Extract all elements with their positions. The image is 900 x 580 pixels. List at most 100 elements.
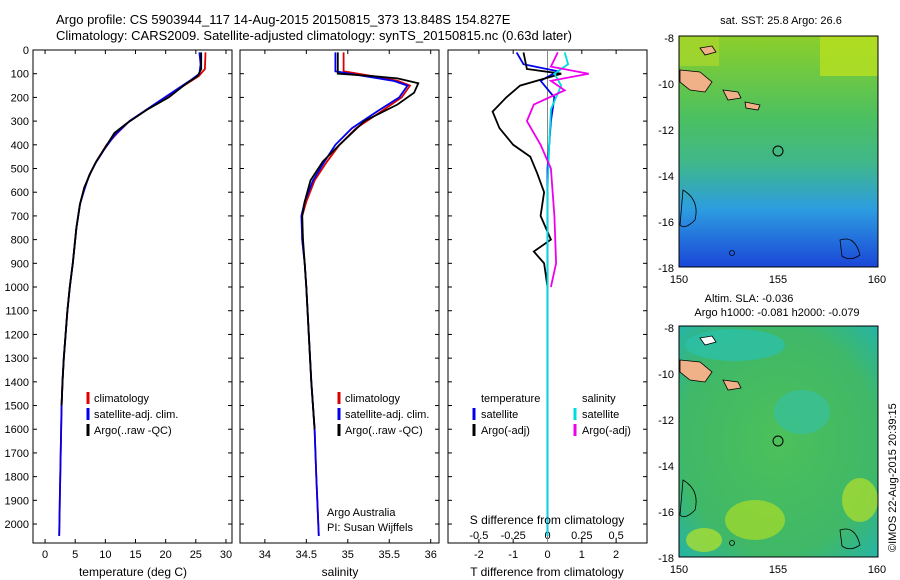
difference-legend: temperature satellite Argo(-adj) salinit…: [472, 393, 631, 437]
series-line-satellite-adj-clim-: [58, 52, 202, 536]
y-tick-label: 1800: [5, 472, 29, 484]
y-tick-label: 1500: [5, 401, 29, 413]
legend-t-satellite: satellite: [481, 409, 518, 421]
y-tick-label: 600: [11, 187, 29, 199]
y-tick-label: 1200: [5, 329, 29, 341]
salinity-panel-frame: [239, 49, 440, 544]
y-tick-label: 2000: [5, 519, 29, 531]
y-tick-label: 300: [11, 116, 29, 128]
legend-salinity-head: salinity: [582, 393, 616, 405]
y-tick-label: 1300: [5, 353, 29, 365]
map-x-tick-label: 155: [769, 274, 787, 286]
y-tick-label: 1000: [5, 282, 29, 294]
map-y-tick-label: -10: [658, 79, 674, 91]
map-y-tick-label: -18: [658, 263, 674, 275]
sla-map: [678, 325, 879, 558]
y-tick-label: 1700: [5, 448, 29, 460]
salinity-axis-label: salinity: [322, 565, 359, 579]
sla-map-title-line1: Altim. SLA: -0.036: [705, 293, 794, 305]
chart-title-line1: Argo profile: CS 5903944_117 14-Aug-2015…: [56, 12, 511, 27]
x2-tick-label: -0.25: [501, 530, 526, 542]
map-y-tick-label: -18: [658, 553, 674, 565]
group-note: Argo Australia: [327, 507, 396, 519]
x2-tick-label: -0.5: [469, 530, 488, 542]
credit-text: ©IMOS 22-Aug-2015 20:39:15: [887, 403, 899, 552]
series-line-s-argo-adj-: [525, 52, 589, 288]
y-tick-label: 100: [11, 69, 29, 81]
y-tick-label: 800: [11, 235, 29, 247]
x-tick-label: 34.5: [296, 549, 317, 561]
sla-map-title-line2: Argo h1000: -0.081 h2000: -0.079: [694, 307, 859, 319]
legend-temperature-head: temperature: [481, 393, 540, 405]
temperature-axis-label: temperature (deg C): [79, 565, 187, 579]
x-tick-label: 30: [220, 549, 232, 561]
x-tick-label: 0: [42, 549, 48, 561]
x-tick-label: 35.5: [379, 549, 400, 561]
map-x-tick-label: 160: [868, 274, 886, 286]
legend-argo: Argo(..raw -QC): [345, 425, 423, 437]
y-tick-label: 1600: [5, 424, 29, 436]
map-x-tick-label: 160: [868, 564, 886, 576]
map-y-tick-label: -12: [658, 415, 674, 427]
argo-position-marker: [772, 435, 784, 447]
series-line-t-argo-adj-: [491, 52, 562, 288]
series-line-s-satellite: [546, 52, 570, 536]
series-line-t-satellite: [515, 51, 561, 536]
y-tick-label: 400: [11, 140, 29, 152]
temperature-panel-frame: [32, 49, 233, 544]
y-tick-label: 700: [11, 211, 29, 223]
series-line-satellite-adj-clim-: [300, 52, 409, 536]
map-y-tick-label: -8: [664, 323, 674, 335]
x-tick-label: 20: [160, 549, 172, 561]
x-tick-label: 25: [190, 549, 202, 561]
x-tick-label: -2: [474, 549, 484, 561]
x-tick-label: -1: [508, 549, 518, 561]
legend-satellite: satellite-adj. clim.: [345, 409, 429, 421]
legend-satellite: satellite-adj. clim.: [94, 409, 178, 421]
y-tick-label: 500: [11, 164, 29, 176]
temperature-plot: 0 5 10 15 20 25 300100200300400500600700800900…: [5, 45, 233, 561]
map-y-tick-label: -8: [664, 33, 674, 45]
legend-argo: Argo(..raw -QC): [94, 425, 172, 437]
s-difference-axis-label: S difference from climatology: [470, 513, 625, 527]
x-tick-label: 36: [425, 549, 437, 561]
t-difference-axis-label: T difference from climatology: [470, 565, 624, 579]
y-tick-label: 0: [23, 45, 29, 57]
map-y-tick-label: -10: [658, 369, 674, 381]
pi-note: PI: Susan Wijffels: [327, 522, 413, 534]
x-tick-label: 1: [579, 549, 585, 561]
y-tick-label: 200: [11, 92, 29, 104]
y-tick-label: 900: [11, 258, 29, 270]
series-line-climatology: [58, 52, 207, 536]
series-line-argo-raw-qc-: [60, 52, 203, 406]
sst-map-title: sat. SST: 25.8 Argo: 26.6: [720, 15, 842, 27]
sst-map: [678, 35, 879, 268]
map-y-tick-label: -14: [658, 171, 674, 183]
legend-s-satellite: satellite: [582, 409, 619, 421]
argo-position-marker: [772, 145, 784, 157]
map-x-tick-label: 150: [670, 274, 688, 286]
legend-climatology: climatology: [94, 393, 150, 405]
map-y-tick-label: -16: [658, 217, 674, 229]
legend-t-argo: Argo(-adj): [481, 425, 530, 437]
legend-s-argo: Argo(-adj): [582, 425, 631, 437]
y-tick-label: 1100: [5, 306, 29, 318]
temperature-legend: climatology satellite-adj. clim. Argo(..…: [86, 392, 178, 437]
x-tick-label: 2: [613, 549, 619, 561]
x-tick-label: 15: [129, 549, 141, 561]
map-y-tick-label: -12: [658, 125, 674, 137]
y-tick-label: 1900: [5, 495, 29, 507]
y-tick-label: 1400: [5, 377, 29, 389]
map-x-tick-label: 150: [670, 564, 688, 576]
map-y-tick-label: -14: [658, 461, 674, 473]
chart-title-line2: Climatology: CARS2009. Satellite-adjuste…: [56, 28, 572, 43]
x-tick-label: 34: [259, 549, 271, 561]
x2-tick-label: 0.5: [608, 530, 623, 542]
salinity-legend: climatology satellite-adj. clim. Argo(..…: [327, 392, 429, 534]
x-tick-label: 0: [544, 549, 550, 561]
x-tick-label: 35: [342, 549, 354, 561]
legend-climatology: climatology: [345, 393, 401, 405]
